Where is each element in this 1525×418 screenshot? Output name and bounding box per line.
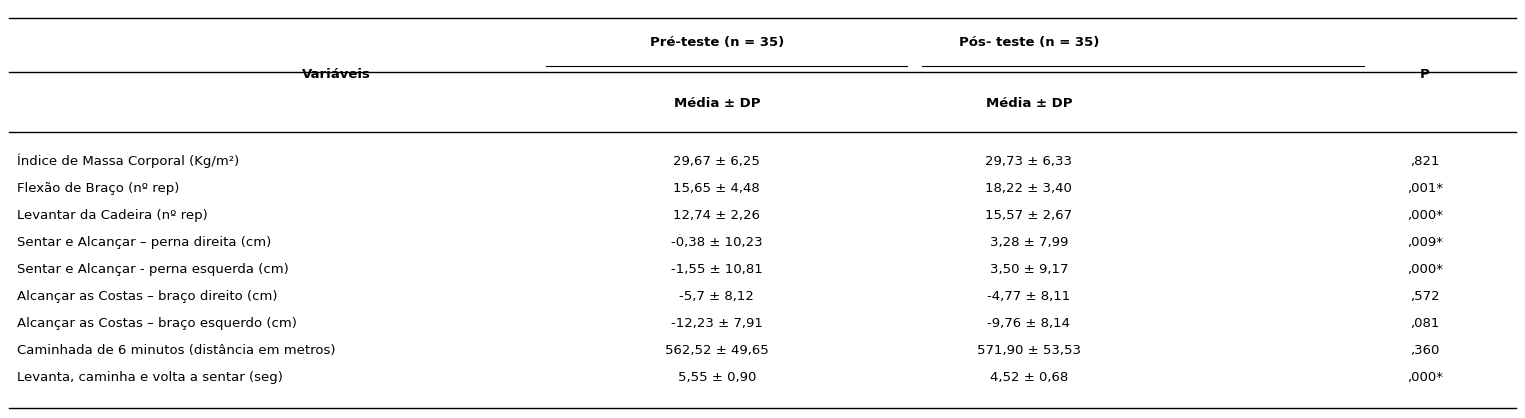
Text: Flexão de Braço (nº rep): Flexão de Braço (nº rep) [17, 182, 178, 195]
Text: 5,55 ± 0,90: 5,55 ± 0,90 [677, 371, 756, 384]
Text: 562,52 ± 49,65: 562,52 ± 49,65 [665, 344, 769, 357]
Text: Índice de Massa Corporal (Kg/m²): Índice de Massa Corporal (Kg/m²) [17, 154, 239, 168]
Text: 15,65 ± 4,48: 15,65 ± 4,48 [674, 182, 759, 195]
Text: ,000*: ,000* [1406, 263, 1443, 276]
Text: -0,38 ± 10,23: -0,38 ± 10,23 [671, 236, 762, 249]
Text: -9,76 ± 8,14: -9,76 ± 8,14 [987, 317, 1071, 330]
Text: Média ± DP: Média ± DP [985, 97, 1072, 110]
Text: 3,28 ± 7,99: 3,28 ± 7,99 [990, 236, 1068, 249]
Text: 3,50 ± 9,17: 3,50 ± 9,17 [990, 263, 1068, 276]
Text: ,081: ,081 [1411, 317, 1440, 330]
Text: 29,73 ± 6,33: 29,73 ± 6,33 [985, 155, 1072, 168]
Text: Levanta, caminha e volta a sentar (seg): Levanta, caminha e volta a sentar (seg) [17, 371, 282, 384]
Text: -5,7 ± 8,12: -5,7 ± 8,12 [680, 290, 755, 303]
Text: -1,55 ± 10,81: -1,55 ± 10,81 [671, 263, 762, 276]
Text: Alcançar as Costas – braço esquerdo (cm): Alcançar as Costas – braço esquerdo (cm) [17, 317, 296, 330]
Text: ,009*: ,009* [1406, 236, 1443, 249]
Text: ,821: ,821 [1411, 155, 1440, 168]
Text: 12,74 ± 2,26: 12,74 ± 2,26 [674, 209, 761, 222]
Text: Pós- teste (n = 35): Pós- teste (n = 35) [959, 36, 1100, 49]
Text: ,000*: ,000* [1406, 371, 1443, 384]
Text: -12,23 ± 7,91: -12,23 ± 7,91 [671, 317, 762, 330]
Text: 18,22 ± 3,40: 18,22 ± 3,40 [985, 182, 1072, 195]
Text: 571,90 ± 53,53: 571,90 ± 53,53 [978, 344, 1081, 357]
Text: ,001*: ,001* [1406, 182, 1443, 195]
Text: 4,52 ± 0,68: 4,52 ± 0,68 [990, 371, 1068, 384]
Text: Média ± DP: Média ± DP [674, 97, 759, 110]
Text: Caminhada de 6 minutos (distância em metros): Caminhada de 6 minutos (distância em met… [17, 344, 335, 357]
Text: Sentar e Alcançar - perna esquerda (cm): Sentar e Alcançar - perna esquerda (cm) [17, 263, 288, 276]
Text: Pré-teste (n = 35): Pré-teste (n = 35) [650, 36, 784, 49]
Text: P: P [1420, 68, 1429, 81]
Text: Levantar da Cadeira (nº rep): Levantar da Cadeira (nº rep) [17, 209, 207, 222]
Text: ,360: ,360 [1411, 344, 1440, 357]
Text: 15,57 ± 2,67: 15,57 ± 2,67 [985, 209, 1072, 222]
Text: Sentar e Alcançar – perna direita (cm): Sentar e Alcançar – perna direita (cm) [17, 236, 271, 249]
Text: 29,67 ± 6,25: 29,67 ± 6,25 [674, 155, 761, 168]
Text: ,000*: ,000* [1406, 209, 1443, 222]
Text: -4,77 ± 8,11: -4,77 ± 8,11 [987, 290, 1071, 303]
Text: ,572: ,572 [1409, 290, 1440, 303]
Text: Alcançar as Costas – braço direito (cm): Alcançar as Costas – braço direito (cm) [17, 290, 278, 303]
Text: Variáveis: Variáveis [302, 68, 371, 81]
